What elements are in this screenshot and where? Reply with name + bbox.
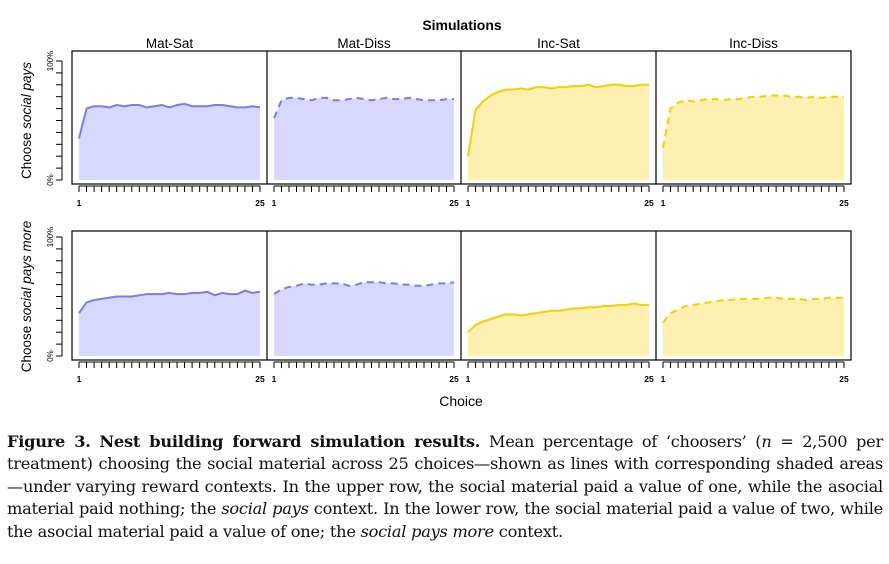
x-tick-label: 25 <box>255 374 265 384</box>
y-tick-label: 0% <box>46 350 55 362</box>
column-title-inc-diss: Inc-Diss <box>729 36 778 51</box>
column-title-inc-sat: Inc-Sat <box>537 36 580 51</box>
x-tick-label: 1 <box>466 374 471 384</box>
caption-italic-social-pays: social pays <box>221 499 309 519</box>
panel-inc-diss-row-2: 1 25 <box>661 296 849 384</box>
series-area <box>274 97 454 180</box>
series-area <box>468 303 649 356</box>
figure-chart: Simulations Mat-Sat Mat-Diss Inc-Sat Inc-Di… <box>19 17 852 409</box>
x-tick-label: 25 <box>644 198 654 208</box>
x-tick-label: 1 <box>272 374 277 384</box>
y-label-italic: social pays more <box>19 221 34 322</box>
y-label-prefix: Choose <box>19 129 34 179</box>
panel-mat-sat-row-2: 1 25 <box>77 289 265 384</box>
caption-title: Nest building forward simulation results… <box>99 432 481 451</box>
x-tick-label: 1 <box>272 198 277 208</box>
column-title-mat-diss: Mat-Diss <box>337 36 390 51</box>
x-tick-label: 25 <box>255 198 265 208</box>
series-area <box>663 297 844 356</box>
caption-text-1: Mean percentage of ‘choosers’ ( <box>480 432 762 451</box>
series-area <box>274 282 454 356</box>
caption-italic-social-pays-more: social pays more <box>360 521 495 541</box>
x-axis-label: Choice <box>439 393 483 409</box>
x-tick-label: 1 <box>466 198 471 208</box>
panel-inc-sat-row-2: 1 25 <box>466 302 654 384</box>
y-tick-label: 0% <box>46 174 55 186</box>
panel-mat-diss-row-2: 1 25 <box>272 281 459 384</box>
column-title-mat-sat: Mat-Sat <box>146 36 194 51</box>
x-tick-label: 25 <box>839 198 849 208</box>
y-axis-label-row-1: Choose social pays <box>19 62 34 179</box>
x-tick-label: 1 <box>661 198 666 208</box>
panel-row-1: Choose social pays 0% 100% 1 25 1 25 1 25 1 25 <box>19 50 852 208</box>
x-tick-label: 25 <box>449 374 459 384</box>
panel-mat-sat-row-1: 1 25 <box>77 102 265 208</box>
y-tick-label: 100% <box>46 51 55 71</box>
panel-inc-diss-row-1: 1 25 <box>661 94 849 208</box>
caption-text-4: context. <box>493 521 563 541</box>
caption-text-2: = 2,500 per treatment) choosing the soci… <box>7 432 883 519</box>
panel-mat-diss-row-1: 1 25 <box>272 96 459 208</box>
x-tick-label: 1 <box>77 374 82 384</box>
x-tick-label: 25 <box>644 374 654 384</box>
panel-inc-sat-row-1: 1 25 <box>466 83 654 208</box>
series-area <box>468 84 649 180</box>
chart-title: Simulations <box>422 17 502 33</box>
figure-caption: Figure 3. Nest building forward simulati… <box>7 431 883 543</box>
series-area <box>79 103 260 180</box>
caption-text-3: context. In the lower row, the social ma… <box>7 499 883 541</box>
series-area <box>79 290 260 356</box>
y-axis-label-row-2: Choose social pays more <box>19 221 34 373</box>
caption-n-symbol: n <box>761 432 772 451</box>
x-tick-label: 1 <box>77 198 82 208</box>
y-tick-label: 100% <box>46 227 55 247</box>
caption-label: Figure 3. <box>7 432 91 451</box>
x-tick-label: 25 <box>449 198 459 208</box>
y-label-prefix: Choose <box>19 322 34 372</box>
x-tick-label: 1 <box>661 374 666 384</box>
series-area <box>663 95 844 180</box>
x-tick-label: 25 <box>839 374 849 384</box>
y-label-italic: social pays <box>19 62 34 129</box>
